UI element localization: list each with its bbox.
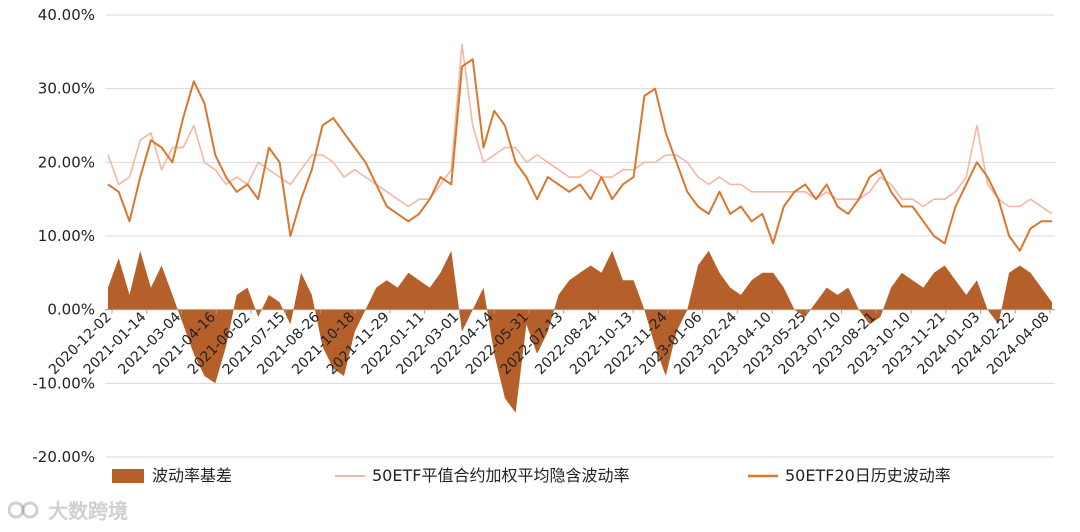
y-tick-label: 30.00% (38, 80, 95, 98)
y-axis: -20.00% -10.00% 0.00% 10.00% 20.00% 30.00% 40.… (32, 6, 95, 466)
legend-label-implied: 50ETF平值合约加权平均隐含波动率 (372, 466, 629, 485)
series-historical-vol-line (107, 58, 1052, 252)
chart-grid (105, 14, 1055, 458)
legend-label-historical: 50ETF20日历史波动率 (785, 466, 951, 485)
y-tick-label: 20.00% (38, 153, 95, 171)
line-series (107, 43, 1053, 252)
chart-legend: 波动率基差 50ETF平值合约加权平均隐含波动率 50ETF20日历史波动率 (112, 466, 951, 485)
y-tick-label: -20.00% (32, 448, 95, 466)
legend-label-basis: 波动率基差 (152, 466, 232, 485)
y-tick-label: 0.00% (47, 301, 95, 319)
y-tick-label: -10.00% (32, 374, 95, 392)
series-basis-area (108, 250, 1052, 413)
watermark-logo-icon (8, 501, 39, 518)
watermark-text: 大数跨境 (48, 499, 128, 523)
y-tick-label: 10.00% (38, 227, 95, 245)
y-tick-label: 40.00% (38, 6, 95, 24)
basis-area-series (108, 250, 1052, 413)
legend-swatch-basis (112, 469, 144, 483)
watermark: 大数跨境 (8, 495, 128, 524)
